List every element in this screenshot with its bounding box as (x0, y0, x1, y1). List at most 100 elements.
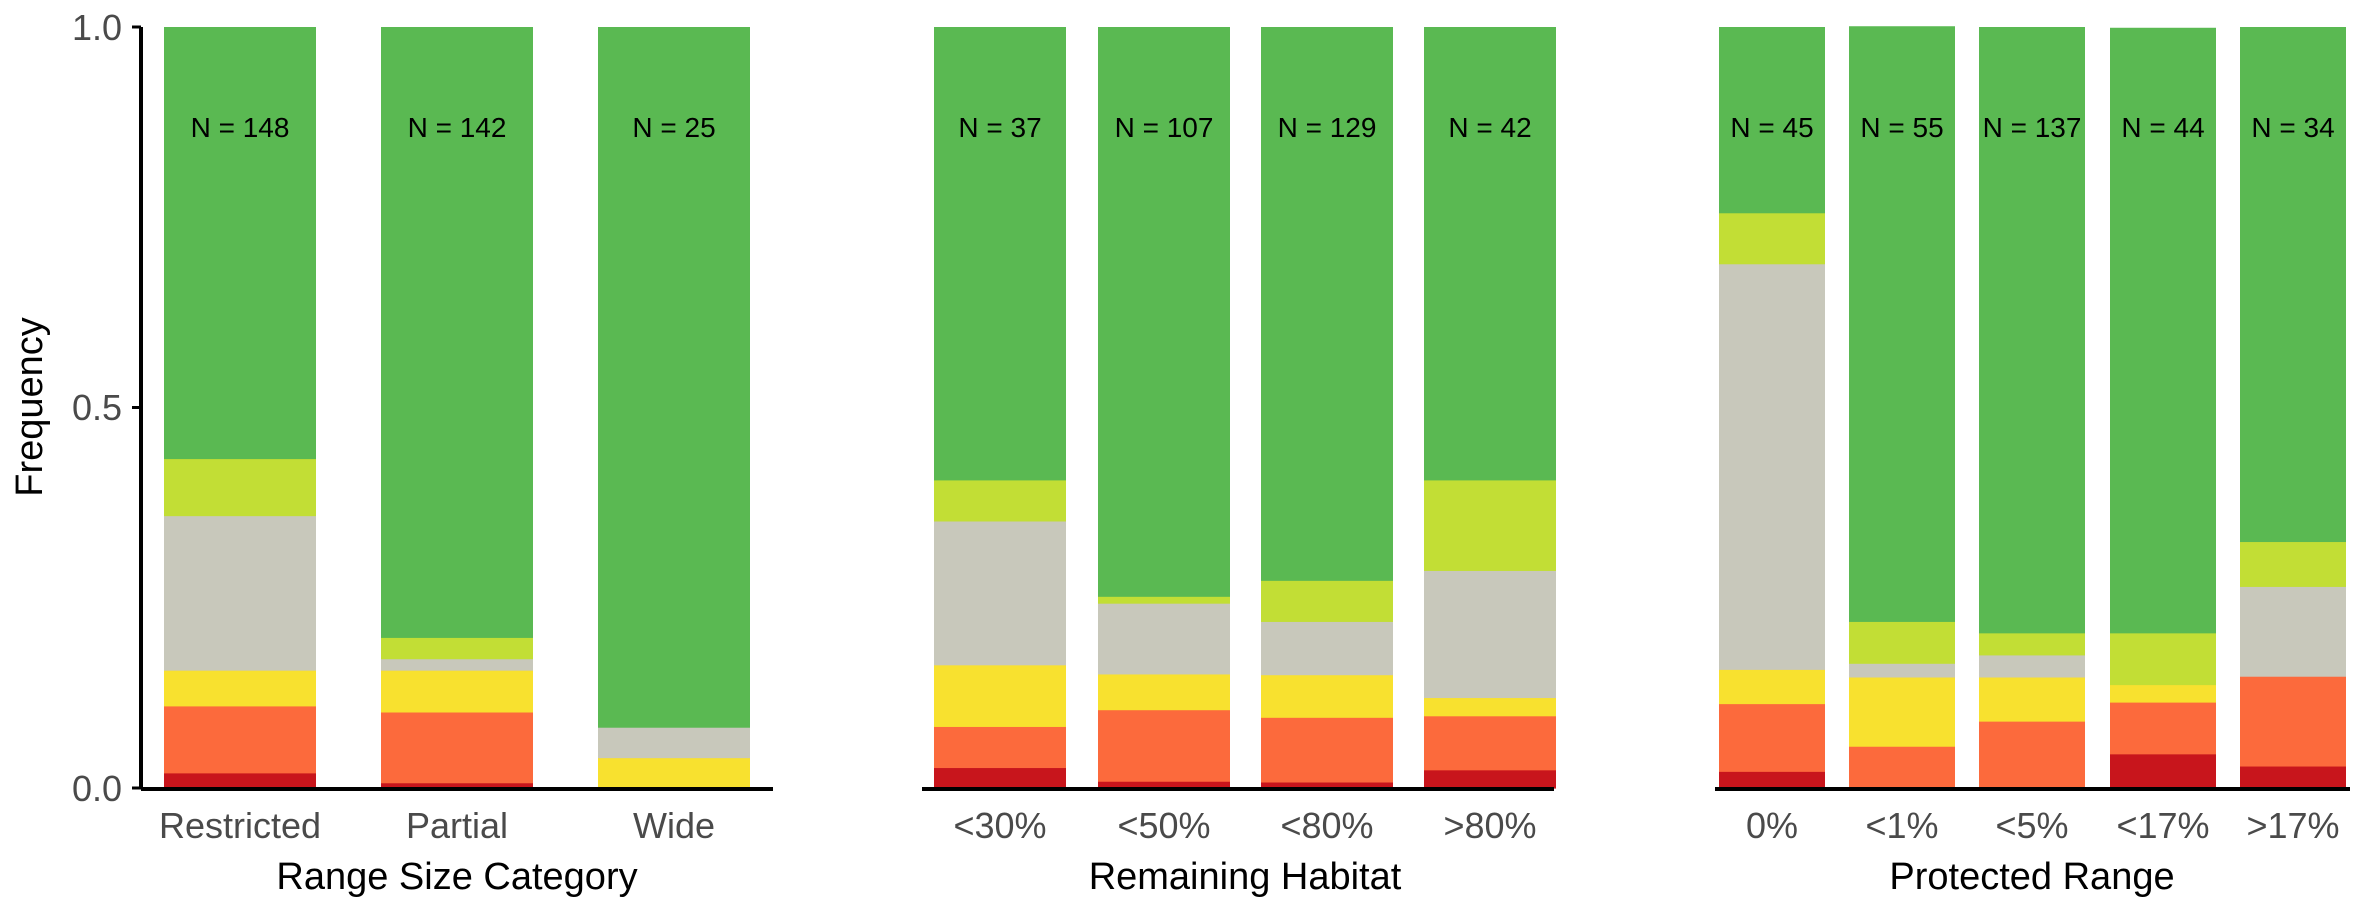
bar-segment-data-deficient (1849, 663, 1955, 678)
bar-segment-vulnerable (598, 757, 750, 789)
bar-segment-vulnerable (1098, 673, 1230, 711)
bar-segment-least-concern (1098, 27, 1230, 597)
sample-size-label: N = 148 (191, 112, 290, 143)
sample-size-label: N = 55 (1860, 112, 1943, 143)
bar-segment-vulnerable (1424, 697, 1556, 717)
x-tick-label: 0% (1746, 805, 1798, 846)
bar-segment-vulnerable (1261, 674, 1393, 718)
x-tick-label: Restricted (159, 805, 321, 846)
sample-size-label: N = 44 (2121, 112, 2204, 143)
bar-segment-near-threatened (1424, 479, 1556, 571)
x-tick-label: Partial (406, 805, 508, 846)
bar-segment-critically-endangered (1719, 771, 1825, 789)
bar-segment-vulnerable (1849, 676, 1955, 747)
bar-segment-vulnerable (2110, 684, 2216, 703)
x-tick-label: Wide (633, 805, 715, 846)
bar-segment-data-deficient (1719, 263, 1825, 670)
bar-segment-data-deficient (598, 727, 750, 759)
bar-segment-endangered (164, 705, 316, 774)
bar-segment-vulnerable (164, 670, 316, 707)
bar-segment-least-concern (1261, 27, 1393, 581)
bar-segment-least-concern (934, 27, 1066, 481)
bar-segment-vulnerable (934, 664, 1066, 727)
bar-segment-data-deficient (1424, 570, 1556, 699)
bar-segment-data-deficient (1261, 621, 1393, 676)
bar-segment-near-threatened (2240, 541, 2346, 587)
sample-size-label: N = 37 (958, 112, 1041, 143)
x-axis-title: Range Size Category (276, 856, 637, 898)
x-axis-title: Remaining Habitat (1089, 856, 1402, 898)
bar-segment-critically-endangered (1424, 769, 1556, 789)
stacked-bar (934, 27, 1066, 789)
x-tick-label: <80% (1280, 805, 1373, 846)
sample-size-label: N = 107 (1115, 112, 1214, 143)
bar-segment-data-deficient (1098, 603, 1230, 675)
y-tick-label: 0.5 (72, 387, 122, 428)
x-tick-label: <5% (1995, 805, 2068, 846)
panel-range-size: N = 148 Restricted N = 142 Partial N = 25 Wid… (141, 27, 773, 898)
x-tick-label: >17% (2246, 805, 2339, 846)
stacked-bar (2110, 27, 2216, 789)
y-axis-title: Frequency (9, 317, 51, 497)
bar-segment-critically-endangered (1261, 781, 1393, 789)
x-tick-label: <30% (953, 805, 1046, 846)
bar-segment-least-concern (2240, 27, 2346, 543)
bar-segment-least-concern (1979, 27, 2085, 634)
bar-segment-critically-endangered (1098, 781, 1230, 789)
bar-segment-vulnerable (1979, 676, 2085, 722)
sample-size-label: N = 25 (632, 112, 715, 143)
bar-segment-endangered (934, 726, 1066, 769)
bar-segment-endangered (1979, 721, 2085, 789)
stacked-bar (1261, 27, 1393, 789)
stacked-bar (381, 27, 533, 789)
stacked-bar (598, 27, 750, 789)
sample-size-label: N = 129 (1278, 112, 1377, 143)
bar-segment-data-deficient (164, 515, 316, 671)
bar-segment-near-threatened (1261, 580, 1393, 622)
stacked-bar (1424, 27, 1556, 789)
x-tick-label: <50% (1117, 805, 1210, 846)
bar-segment-near-threatened (1098, 596, 1230, 604)
bar-segment-least-concern (1719, 27, 1825, 214)
stacked-bar (2240, 27, 2346, 789)
bar-segment-least-concern (598, 27, 750, 728)
x-axis-title: Protected Range (1889, 856, 2174, 898)
bar-segment-least-concern (1424, 27, 1556, 481)
bar-segment-critically-endangered (381, 782, 533, 789)
sample-size-label: N = 42 (1448, 112, 1531, 143)
bar-segment-endangered (381, 711, 533, 784)
x-tick-label: <1% (1865, 805, 1938, 846)
y-axis: 0.0 0.5 1.0 Frequency (9, 7, 143, 809)
bar-segment-endangered (1261, 717, 1393, 783)
stacked-bar (1719, 27, 1825, 789)
stacked-bar (164, 27, 316, 789)
y-tick-label: 0.0 (72, 768, 122, 809)
bar-segment-endangered (1719, 703, 1825, 772)
x-tick-label: <17% (2116, 805, 2209, 846)
bar-segment-vulnerable (1719, 669, 1825, 705)
bar-segment-critically-endangered (2240, 765, 2346, 789)
bar-segment-near-threatened (934, 479, 1066, 522)
bar-segment-near-threatened (1849, 621, 1955, 664)
bar-segment-near-threatened (164, 458, 316, 517)
bar-segment-near-threatened (1979, 632, 2085, 656)
bar-segment-endangered (1424, 715, 1556, 771)
sample-size-label: N = 34 (2251, 112, 2334, 143)
x-tick-label: >80% (1443, 805, 1536, 846)
stacked-bar (1098, 27, 1230, 789)
bar-segment-endangered (1098, 709, 1230, 782)
bar-segment-least-concern (164, 27, 316, 460)
bar-segment-least-concern (1849, 26, 1955, 622)
y-tick-label: 1.0 (72, 7, 122, 48)
bar-segment-vulnerable (381, 670, 533, 713)
stacked-bar (1849, 26, 1955, 789)
bar-segment-data-deficient (2240, 586, 2346, 677)
bar-segment-endangered (2110, 702, 2216, 755)
bar-segment-least-concern (381, 27, 533, 638)
stacked-bar (1979, 27, 2085, 789)
bar-segment-least-concern (2110, 27, 2216, 634)
bar-segment-data-deficient (1979, 654, 2085, 678)
bar-segment-critically-endangered (164, 772, 316, 789)
bar-segment-near-threatened (1719, 212, 1825, 265)
